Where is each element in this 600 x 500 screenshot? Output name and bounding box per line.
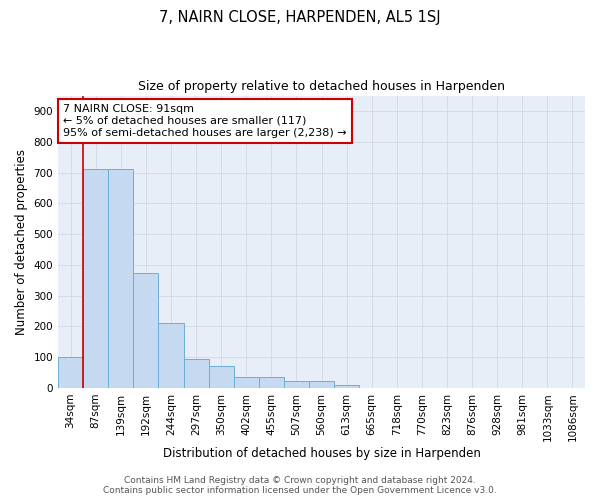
Text: Contains HM Land Registry data © Crown copyright and database right 2024.
Contai: Contains HM Land Registry data © Crown c… [103, 476, 497, 495]
X-axis label: Distribution of detached houses by size in Harpenden: Distribution of detached houses by size … [163, 447, 481, 460]
Bar [284, 381, 309, 388]
Bar [233, 377, 259, 388]
Bar [259, 377, 284, 388]
Bar [209, 366, 233, 388]
Bar [184, 358, 209, 388]
Bar [58, 357, 83, 388]
Text: 7 NAIRN CLOSE: 91sqm
← 5% of detached houses are smaller (117)
95% of semi-detac: 7 NAIRN CLOSE: 91sqm ← 5% of detached ho… [64, 104, 347, 138]
Bar [334, 385, 359, 388]
Y-axis label: Number of detached properties: Number of detached properties [15, 149, 28, 335]
Bar [309, 381, 334, 388]
Bar [133, 272, 158, 388]
Text: 7, NAIRN CLOSE, HARPENDEN, AL5 1SJ: 7, NAIRN CLOSE, HARPENDEN, AL5 1SJ [159, 10, 441, 25]
Bar [158, 324, 184, 388]
Bar [108, 170, 133, 388]
Bar [83, 170, 108, 388]
Title: Size of property relative to detached houses in Harpenden: Size of property relative to detached ho… [138, 80, 505, 93]
